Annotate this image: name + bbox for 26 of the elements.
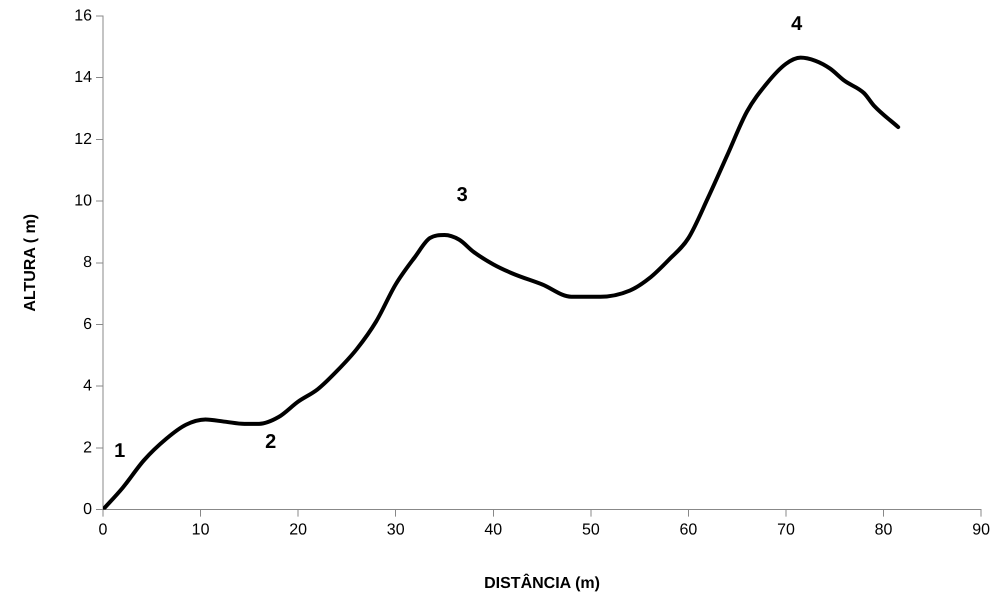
annotation: 3	[456, 184, 468, 206]
x-tick-label: 90	[972, 522, 990, 539]
x-tick-label: 10	[192, 522, 210, 539]
x-tick-label: 80	[874, 522, 893, 539]
y-tick-label: 14	[74, 69, 92, 86]
x-tick-label: 20	[289, 522, 308, 539]
annotation: 2	[265, 430, 276, 453]
x-tick-label: 60	[680, 522, 698, 539]
x-tick-label: 0	[98, 522, 108, 539]
y-tick-label: 10	[74, 192, 92, 210]
annotation: 4	[791, 12, 804, 35]
y-tick-label: 2	[83, 439, 92, 456]
y-tick-label: 6	[83, 316, 92, 333]
x-axis-title: DISTÂNCIA (m)	[484, 572, 600, 592]
x-tick-label: 40	[484, 522, 502, 539]
x-tick-label: 70	[777, 522, 795, 539]
y-tick-label: 16	[74, 7, 92, 24]
x-tick-label: 30	[386, 522, 405, 539]
y-tick-label: 12	[74, 130, 92, 148]
y-axis-title: ALTURA ( m)	[22, 214, 40, 312]
x-tick-label: 50	[582, 522, 600, 539]
line-series	[102, 56, 900, 510]
y-tick-label: 0	[83, 501, 92, 518]
y-tick-label: 8	[83, 254, 92, 272]
annotation: 1	[114, 440, 126, 462]
y-tick-label: 4	[83, 378, 92, 395]
